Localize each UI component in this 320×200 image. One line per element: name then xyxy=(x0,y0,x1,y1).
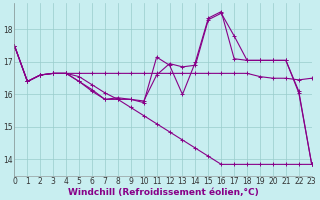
X-axis label: Windchill (Refroidissement éolien,°C): Windchill (Refroidissement éolien,°C) xyxy=(68,188,259,197)
